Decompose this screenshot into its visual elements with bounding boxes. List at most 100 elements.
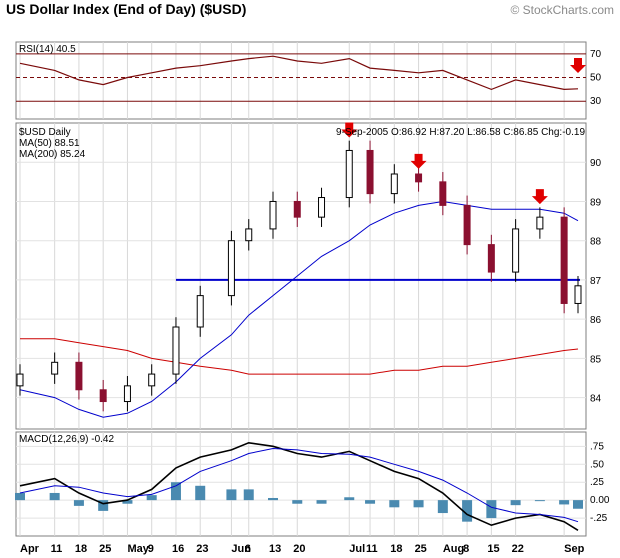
candle bbox=[227, 230, 235, 306]
rsi-label: RSI(14) 40.5 bbox=[19, 44, 76, 55]
candle bbox=[463, 195, 471, 255]
candle bbox=[293, 191, 301, 227]
candle bbox=[574, 276, 582, 314]
x-tick-label: 11 bbox=[51, 543, 63, 555]
candle bbox=[123, 376, 131, 412]
macd-hist-bar bbox=[510, 500, 521, 506]
candle bbox=[245, 219, 253, 251]
candle-body bbox=[345, 149, 353, 199]
candle-body bbox=[536, 216, 544, 230]
candle-body bbox=[269, 200, 277, 230]
price-tick-label: 87 bbox=[590, 276, 602, 287]
candle-body bbox=[51, 361, 59, 375]
candle-body bbox=[415, 173, 423, 183]
candle bbox=[318, 187, 326, 227]
macd-hist-bar bbox=[195, 485, 206, 501]
macd-hist-bar bbox=[534, 500, 545, 502]
panel-frame-macd bbox=[15, 431, 587, 537]
x-tick-label: 23 bbox=[196, 543, 208, 555]
candle-body bbox=[439, 181, 447, 206]
macd-hist-bar bbox=[98, 500, 109, 511]
macd-tick-label: .50 bbox=[590, 459, 604, 470]
candle bbox=[51, 352, 59, 384]
candle-body bbox=[560, 216, 568, 304]
ohlc-readout: 9-Sep-2005 O:86.92 H:87.20 L:86.58 C:86.… bbox=[336, 127, 586, 138]
x-tick-label: 25 bbox=[415, 543, 427, 555]
candle-body bbox=[16, 373, 24, 387]
candle-body bbox=[293, 200, 301, 218]
price-tick-label: 90 bbox=[590, 158, 602, 169]
macd-hist-bar bbox=[344, 497, 355, 501]
price-label: $USD Daily bbox=[19, 127, 71, 138]
rsi-line bbox=[19, 55, 579, 91]
macd-hist-bar bbox=[243, 489, 254, 501]
candle-body bbox=[574, 285, 582, 304]
red-arrow-2 bbox=[531, 189, 548, 205]
candle bbox=[560, 207, 568, 314]
x-tick-label: 11 bbox=[366, 543, 378, 555]
candle bbox=[512, 219, 520, 282]
macd-hist-bar bbox=[462, 500, 473, 522]
macd-line bbox=[19, 441, 579, 531]
macd-tick-label: .25 bbox=[590, 477, 604, 488]
rsi-tick-label: 30 bbox=[590, 96, 602, 107]
macd-hist-bar bbox=[559, 500, 570, 505]
candle-body bbox=[148, 373, 156, 387]
red-arrow-1 bbox=[410, 153, 427, 169]
x-tick-label: 9 bbox=[148, 543, 154, 555]
signal-line bbox=[19, 447, 579, 523]
candle-body bbox=[75, 361, 83, 391]
x-tick-label: 25 bbox=[99, 543, 111, 555]
macd-hist-bar bbox=[49, 492, 60, 501]
price-tick-label: 84 bbox=[590, 394, 602, 405]
candle bbox=[196, 285, 204, 337]
red-arrow-0 bbox=[341, 122, 358, 138]
macd-hist-bar bbox=[413, 500, 424, 508]
candle-body bbox=[245, 228, 253, 242]
x-tick-label: Sep bbox=[564, 543, 584, 555]
macd-hist-bar bbox=[226, 489, 237, 501]
candle bbox=[75, 352, 83, 400]
ma50-line bbox=[19, 200, 579, 418]
x-tick-label: 22 bbox=[512, 543, 524, 555]
rsi-tick-label: 70 bbox=[590, 49, 602, 60]
macd-hist-bar bbox=[573, 500, 583, 509]
x-tick-label: 6 bbox=[245, 543, 251, 555]
panel-frame-price bbox=[15, 122, 587, 430]
candle-body bbox=[318, 197, 326, 218]
candle-body bbox=[123, 385, 131, 403]
macd-hist-bar bbox=[365, 500, 376, 504]
candle bbox=[269, 191, 277, 239]
candle-body bbox=[390, 173, 398, 195]
candle bbox=[487, 234, 495, 282]
macd-hist-bar bbox=[146, 495, 157, 501]
macd-hist-bar bbox=[122, 500, 133, 504]
candle-body bbox=[463, 204, 471, 246]
candle-body bbox=[227, 240, 235, 297]
x-tick-label: Apr bbox=[20, 543, 40, 555]
macd-hist-bar bbox=[486, 500, 497, 519]
candle bbox=[99, 379, 107, 412]
x-tick-label: 13 bbox=[269, 543, 281, 555]
x-tick-label: Aug bbox=[443, 543, 464, 555]
price-tick-label: 88 bbox=[590, 237, 602, 248]
candle-body bbox=[487, 244, 495, 273]
macd-hist-bar bbox=[15, 492, 25, 501]
price-tick-label: 89 bbox=[590, 197, 602, 208]
candle bbox=[148, 364, 156, 396]
candle bbox=[366, 140, 374, 204]
candle bbox=[172, 317, 180, 384]
candle-body bbox=[99, 389, 107, 403]
x-tick-label: 18 bbox=[75, 543, 87, 555]
candle-body bbox=[196, 295, 204, 328]
candle-body bbox=[366, 149, 374, 195]
macd-label: MACD(12,26,9) -0.42 bbox=[19, 434, 114, 445]
x-tick-label: 15 bbox=[487, 543, 499, 555]
x-tick-label: 8 bbox=[463, 543, 469, 555]
candle-body bbox=[172, 326, 180, 375]
macd-hist-bar bbox=[292, 500, 303, 504]
price-tick-label: 86 bbox=[590, 315, 602, 326]
price-tick-label: 85 bbox=[590, 354, 602, 365]
macd-hist-bar bbox=[170, 482, 181, 501]
